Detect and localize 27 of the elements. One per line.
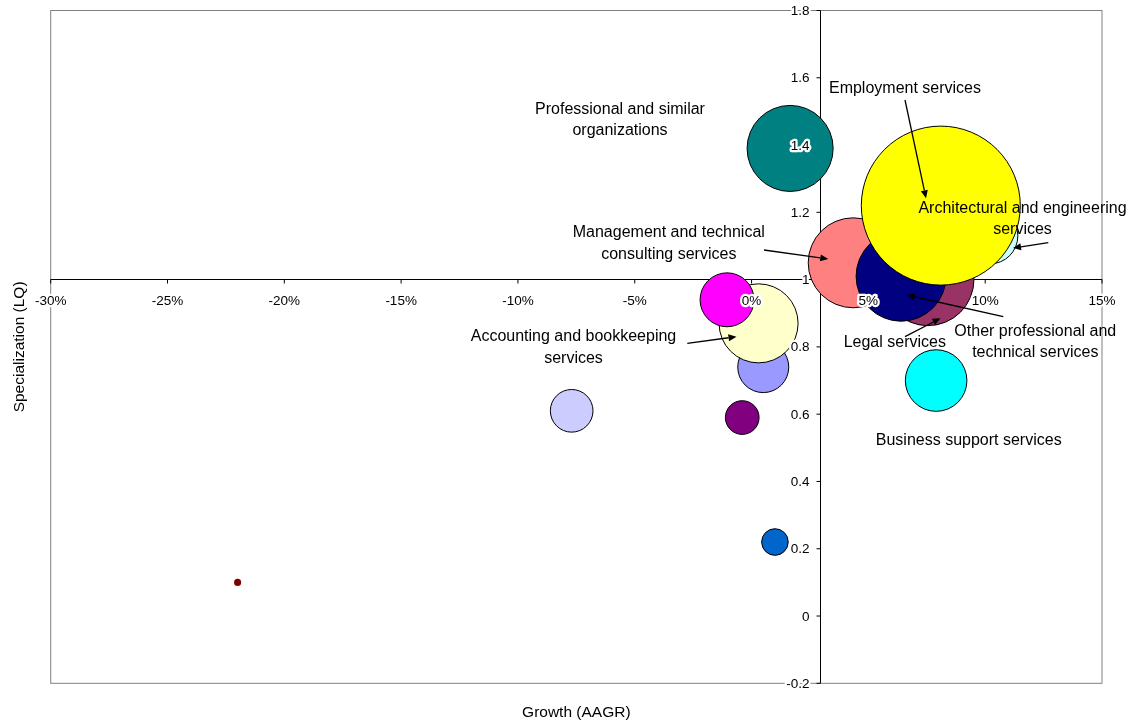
x-tick-label: -5% — [622, 293, 647, 308]
x-tick-label: -30% — [34, 293, 67, 308]
y-tick-label: 0.4 — [790, 473, 810, 489]
annotation: Other professional and technical services — [954, 321, 1117, 361]
x-tick-label: 15% — [1088, 293, 1116, 308]
y-tick-label: -0.2 — [786, 675, 810, 691]
annotation: Professional and similar organizations — [535, 99, 706, 139]
y-tick-label: 0 — [801, 608, 810, 624]
y-tick-label: 0.2 — [790, 541, 810, 557]
x-tick-label: -20% — [268, 293, 301, 308]
x-axis-title: Growth (AAGR) — [522, 702, 631, 720]
x-tick-label: -25% — [151, 293, 184, 308]
y-tick-label: 1.2 — [790, 204, 810, 220]
annotation: Accounting and bookkeeping services — [470, 327, 677, 366]
annotation: Management and technical consulting services — [572, 223, 765, 262]
y-tick-label: 1.8 — [790, 3, 810, 18]
annotation: Business support services — [875, 430, 1062, 448]
x-tick-label: 10% — [971, 293, 999, 308]
y-tick-label: 1.4 — [790, 137, 810, 153]
x-tick-label: -10% — [502, 293, 534, 308]
y-tick-label: 0.6 — [790, 406, 810, 422]
y-tick-label: 0.8 — [790, 339, 810, 355]
annotation: Employment services — [828, 78, 982, 96]
annotation: Legal services — [843, 333, 946, 351]
x-tick-label: -15% — [385, 293, 417, 308]
y-tick-label: 1.6 — [790, 70, 810, 86]
y-axis-title: Specialization (LQ) — [9, 281, 27, 413]
